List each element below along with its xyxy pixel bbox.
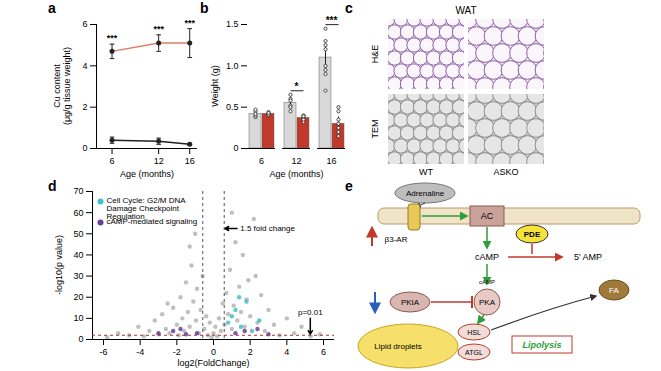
svg-text:10: 10 xyxy=(73,313,83,323)
svg-text:Lipolysis: Lipolysis xyxy=(522,340,561,350)
svg-text:AC: AC xyxy=(481,211,494,221)
svg-text:***: *** xyxy=(107,33,118,43)
svg-text:6: 6 xyxy=(259,156,264,166)
svg-text:1.0: 1.0 xyxy=(226,61,239,71)
svg-text:PKIA: PKIA xyxy=(401,298,420,307)
svg-text:70: 70 xyxy=(73,186,83,196)
svg-text:0: 0 xyxy=(78,334,83,344)
svg-text:ATGL: ATGL xyxy=(465,349,483,356)
svg-text:5′ AMP: 5′ AMP xyxy=(574,252,602,262)
svg-text:40: 40 xyxy=(73,250,83,260)
svg-text:Weight (g): Weight (g) xyxy=(210,65,220,106)
svg-text:cAMP: cAMP xyxy=(479,279,495,285)
svg-text:-4: -4 xyxy=(136,347,144,357)
svg-text:p=0.01: p=0.01 xyxy=(298,308,323,317)
svg-text:***: *** xyxy=(326,15,338,26)
svg-text:16: 16 xyxy=(326,156,336,166)
svg-text:WAT: WAT xyxy=(455,5,476,16)
svg-text:1.5: 1.5 xyxy=(226,19,239,29)
svg-text:cAMP-mediated signaling: cAMP-mediated signaling xyxy=(107,217,198,226)
svg-text:FA: FA xyxy=(609,286,619,295)
svg-text:2: 2 xyxy=(248,347,253,357)
svg-text:4: 4 xyxy=(284,347,289,357)
svg-text:4: 4 xyxy=(82,61,87,71)
svg-text:6: 6 xyxy=(82,19,87,29)
svg-text:Cu content(μg/g tissue weight): Cu content(μg/g tissue weight) xyxy=(52,47,72,125)
svg-text:20: 20 xyxy=(73,292,83,302)
svg-text:Age (months): Age (months) xyxy=(120,169,174,179)
svg-text:12: 12 xyxy=(291,156,301,166)
svg-text:Adrenaline: Adrenaline xyxy=(406,189,445,198)
svg-text:H&E: H&E xyxy=(370,45,380,64)
svg-text:*: * xyxy=(295,81,299,92)
svg-text:***: *** xyxy=(184,18,195,28)
svg-text:HSL: HSL xyxy=(467,329,481,336)
svg-text:6: 6 xyxy=(110,156,115,166)
svg-text:TEM: TEM xyxy=(370,120,380,139)
svg-text:WT: WT xyxy=(419,167,433,177)
svg-text:Lipid droplets: Lipid droplets xyxy=(374,342,422,351)
svg-text:16: 16 xyxy=(185,156,195,166)
svg-text:50: 50 xyxy=(73,229,83,239)
svg-text:60: 60 xyxy=(73,208,83,218)
svg-text:0: 0 xyxy=(211,347,216,357)
svg-text:cAMP: cAMP xyxy=(475,252,499,262)
svg-text:6: 6 xyxy=(321,347,326,357)
svg-text:log2(FoldChange): log2(FoldChange) xyxy=(177,358,249,368)
svg-text:-log10(p value): -log10(p value) xyxy=(54,235,64,295)
svg-text:***: *** xyxy=(153,24,164,34)
svg-text:30: 30 xyxy=(73,271,83,281)
svg-text:-2: -2 xyxy=(173,347,181,357)
svg-text:Age (months): Age (months) xyxy=(269,169,323,179)
svg-text:1.5 fold change: 1.5 fold change xyxy=(240,224,295,233)
svg-text:ASKO: ASKO xyxy=(493,167,518,177)
svg-text:2: 2 xyxy=(82,102,87,112)
svg-text:β3-AR: β3-AR xyxy=(385,235,408,244)
svg-text:12: 12 xyxy=(154,156,164,166)
svg-text:-6: -6 xyxy=(99,347,107,357)
svg-text:PDE: PDE xyxy=(524,230,541,239)
svg-text:PKA: PKA xyxy=(479,298,496,307)
svg-text:0: 0 xyxy=(233,143,238,153)
svg-text:0: 0 xyxy=(82,143,87,153)
svg-text:0.5: 0.5 xyxy=(226,102,239,112)
